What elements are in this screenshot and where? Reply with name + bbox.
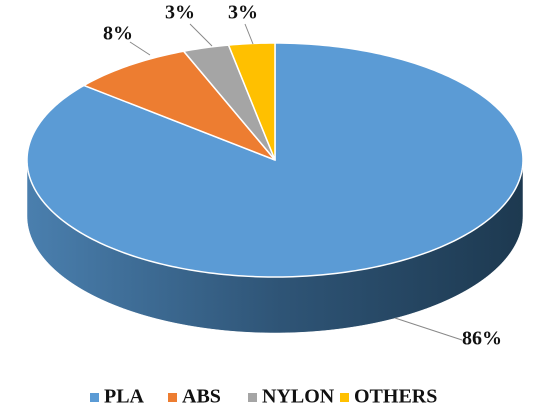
- legend-label: NYLON: [262, 386, 335, 408]
- slice: [182, 44, 276, 161]
- leader-line: [394, 317, 463, 341]
- leader-line: [189, 23, 213, 47]
- legend-label: ABS: [182, 386, 221, 408]
- legend-label: OTHERS: [354, 386, 437, 408]
- legend-swatch: [168, 393, 177, 402]
- legend-label: PLA: [104, 386, 145, 408]
- leader-line: [244, 23, 254, 45]
- legend-swatch: [90, 393, 99, 402]
- legend-swatch: [340, 393, 349, 402]
- leader-line: [129, 41, 151, 56]
- legend-swatch: [248, 393, 257, 402]
- slice: [82, 50, 276, 161]
- data-label: 8%: [103, 23, 133, 45]
- data-label: 3%: [228, 2, 258, 24]
- slice: [227, 42, 276, 161]
- data-label: 86%: [462, 328, 502, 350]
- data-label: 3%: [165, 2, 195, 24]
